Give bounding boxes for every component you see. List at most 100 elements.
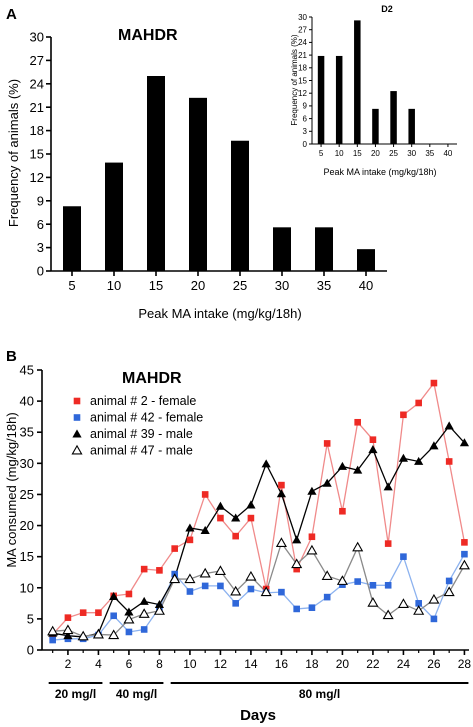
b-point-series-2: [414, 456, 424, 465]
panel-a-inset-bar-chart: D2 Frequency of animals (%) Peak MA inta…: [290, 4, 457, 177]
a-x-tick-label: 30: [275, 278, 289, 293]
b-x-tick-label: 18: [305, 657, 319, 671]
b-point-series-3: [62, 624, 74, 635]
b-point-series-3: [77, 630, 89, 641]
i-y-tick-label: 30: [298, 13, 307, 22]
b-y-tick-label: 20: [20, 518, 34, 533]
a-y-tick-label: 30: [30, 30, 44, 45]
b-point-series-3: [413, 605, 425, 615]
b-series-line-1: [52, 553, 465, 641]
a-y-tick-label: 18: [30, 123, 44, 138]
legend-label-2: animal # 39 - male: [90, 427, 193, 441]
b-point-series-2: [398, 453, 409, 462]
phase-label-1: 40 mg/l: [116, 687, 157, 701]
b-point-series-2: [215, 501, 226, 510]
b-point-series-3: [336, 575, 348, 585]
legend-marker-2: [72, 429, 82, 438]
b-point-series-1: [369, 581, 377, 589]
b-x-tick-label: 20: [336, 657, 350, 671]
phase-label-0: 20 mg/l: [55, 687, 96, 701]
panel-a-y-axis-label: Frequency of animals (%): [6, 79, 21, 227]
b-y-tick-label: 15: [20, 549, 34, 564]
b-point-series-2: [383, 482, 393, 491]
b-point-series-2: [109, 591, 119, 600]
b-point-series-2: [200, 525, 210, 534]
b-point-series-2: [246, 500, 256, 509]
panel-a-bar-chart: MAHDR Frequency of animals (%) Peak MA i…: [6, 27, 387, 321]
b-x-tick-label: 26: [427, 657, 441, 671]
a-bar: [231, 140, 249, 271]
b-point-series-3: [138, 608, 150, 618]
b-point-series-0: [293, 565, 300, 573]
b-x-tick-label: 8: [156, 657, 163, 671]
b-point-series-2: [429, 441, 439, 450]
b-point-series-2: [444, 421, 454, 430]
b-point-series-0: [140, 565, 148, 573]
b-series-line-2: [52, 424, 465, 638]
b-point-series-0: [323, 440, 331, 447]
a-y-tick-label: 21: [30, 100, 44, 115]
b-point-series-3: [428, 593, 440, 604]
b-point-series-3: [367, 597, 379, 607]
phase-label-2: 80 mg/l: [299, 687, 340, 701]
b-point-series-0: [384, 540, 392, 547]
b-x-tick-label: 14: [244, 657, 258, 671]
a-y-tick-label: 12: [30, 170, 44, 185]
i-x-tick-label: 10: [335, 149, 344, 158]
b-point-series-1: [445, 577, 453, 585]
b-point-series-2: [353, 465, 363, 474]
b-point-series-3: [169, 573, 181, 584]
i-bar: [390, 91, 397, 144]
b-point-series-1: [354, 578, 361, 585]
a-x-tick-label: 40: [359, 278, 373, 293]
i-x-tick-label: 15: [353, 149, 362, 158]
a-y-tick-label: 24: [30, 76, 44, 91]
a-x-tick-label: 25: [233, 278, 247, 293]
b-point-series-3: [153, 605, 165, 615]
b-point-series-1: [125, 628, 133, 636]
b-y-tick-label: 0: [27, 643, 34, 658]
b-point-series-1: [49, 636, 56, 644]
i-y-tick-label: 18: [298, 64, 307, 73]
b-point-series-2: [322, 478, 332, 487]
b-point-series-2: [139, 596, 149, 605]
i-y-tick-label: 6: [303, 114, 308, 123]
b-x-tick-label: 22: [366, 657, 380, 671]
b-point-series-2: [307, 486, 317, 495]
b-point-series-0: [430, 379, 438, 387]
b-point-series-1: [323, 593, 331, 601]
b-point-series-0: [400, 411, 407, 419]
b-x-tick-label: 12: [214, 657, 228, 671]
i-y-tick-label: 15: [298, 76, 307, 85]
b-point-series-2: [292, 535, 302, 544]
b-point-series-1: [308, 604, 316, 611]
b-point-series-3: [275, 537, 287, 547]
b-y-tick-label: 35: [20, 425, 34, 440]
panel-a-title: MAHDR: [118, 27, 178, 44]
panel-b-title: MAHDR: [122, 370, 182, 387]
b-series-line-0: [52, 381, 466, 635]
b-point-series-0: [95, 609, 102, 616]
a-bar: [273, 227, 291, 271]
a-bar: [105, 162, 123, 271]
i-y-tick-label: 27: [298, 26, 307, 35]
b-point-series-1: [201, 582, 209, 590]
b-point-series-3: [230, 585, 242, 596]
b-point-series-0: [247, 514, 255, 522]
b-x-tick-label: 2: [65, 657, 72, 671]
a-x-tick-label: 5: [68, 278, 75, 293]
b-point-series-0: [79, 609, 87, 616]
b-series-line-3: [52, 541, 465, 637]
a-x-tick-label: 10: [107, 278, 121, 293]
b-x-tick-label: 10: [183, 657, 197, 671]
inset-y-axis-label: Frequency of animals (%): [290, 34, 299, 125]
i-x-tick-label: 30: [407, 149, 416, 158]
b-point-series-0: [354, 418, 361, 426]
legend-marker-3: [71, 444, 83, 455]
b-point-series-2: [261, 459, 271, 468]
b-point-series-3: [199, 567, 211, 578]
b-point-series-3: [47, 625, 59, 636]
b-point-series-3: [382, 609, 394, 620]
i-bar: [408, 108, 415, 144]
